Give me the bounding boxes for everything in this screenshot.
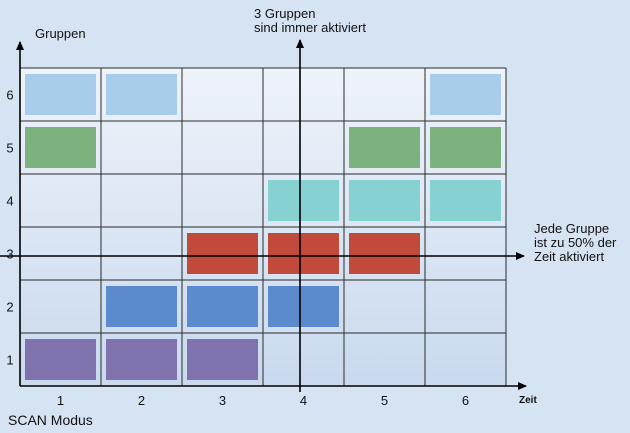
- top-annotation-line-1: 3 Gruppen: [254, 6, 315, 21]
- y-tick-label: 4: [6, 194, 13, 209]
- active-cell-group-4-time-5: [349, 180, 420, 221]
- y-tick-label: 6: [6, 88, 13, 103]
- right-annotation-line-3: Zeit aktiviert: [534, 249, 604, 264]
- active-cell-group-2-time-2: [106, 286, 177, 327]
- tick-labels: 1 2 3 4 5 6 1 2 3 4 5 6: [6, 88, 469, 409]
- right-annotation-line-1: Jede Gruppe: [534, 221, 609, 236]
- active-cell-group-1-time-2: [106, 339, 177, 380]
- active-cell-group-3-time-5: [349, 233, 420, 274]
- active-cell-group-5-time-6: [430, 127, 501, 168]
- active-cell-group-4-time-4: [268, 180, 339, 221]
- active-cell-group-6-time-1: [25, 74, 96, 115]
- active-cell-group-1-time-1: [25, 339, 96, 380]
- x-tick-label: 5: [381, 393, 388, 408]
- active-cell-group-6-time-6: [430, 74, 501, 115]
- active-cell-group-1-time-3: [187, 339, 258, 380]
- x-tick-label: 4: [300, 393, 307, 408]
- active-cell-group-4-time-6: [430, 180, 501, 221]
- top-annotation-line-2: sind immer aktiviert: [254, 20, 366, 35]
- y-axis-title: Gruppen: [35, 26, 86, 41]
- x-tick-label: 6: [462, 393, 469, 408]
- y-tick-label: 5: [6, 141, 13, 156]
- bottom-caption: SCAN Modus: [8, 412, 93, 428]
- activation-cells: [25, 74, 501, 380]
- x-axis-title: Zeit: [519, 395, 537, 406]
- active-cell-group-2-time-3: [187, 286, 258, 327]
- active-cell-group-3-time-4: [268, 233, 339, 274]
- active-cell-group-3-time-3: [187, 233, 258, 274]
- right-annotation-line-2: ist zu 50% der: [534, 235, 617, 250]
- active-cell-group-5-time-5: [349, 127, 420, 168]
- x-tick-label: 2: [138, 393, 145, 408]
- x-tick-label: 1: [57, 393, 64, 408]
- y-tick-label: 3: [6, 247, 13, 262]
- active-cell-group-2-time-4: [268, 286, 339, 327]
- active-cell-group-6-time-2: [106, 74, 177, 115]
- active-cell-group-5-time-1: [25, 127, 96, 168]
- y-tick-label: 2: [6, 300, 13, 315]
- x-tick-label: 3: [219, 393, 226, 408]
- y-tick-label: 1: [6, 353, 13, 368]
